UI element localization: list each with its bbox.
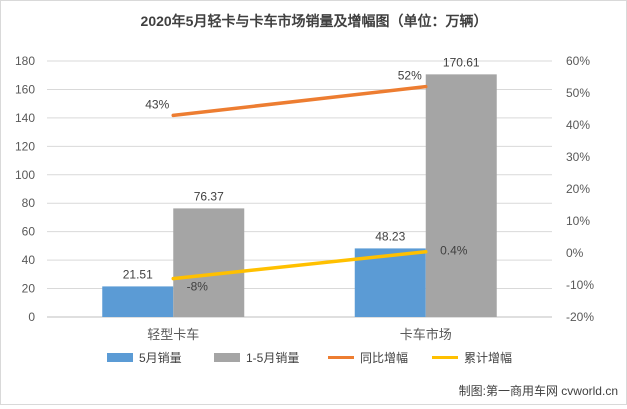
legend-label: 5月销量 [139,351,182,365]
line-data-label: -8% [187,280,209,294]
left-tick-label: 20 [22,282,36,296]
category-label: 卡车市场 [400,327,452,342]
right-tick-label: -10% [566,278,594,292]
left-tick-label: 120 [15,139,35,153]
left-tick-label: 80 [22,196,36,210]
bars [102,74,497,317]
legend: 5月销量 1-5月销量 同比增幅 累计增幅 [107,350,512,365]
series-line [171,249,428,281]
right-tick-label: 0% [566,246,584,260]
credit-text: 制图:第一商用车网 cvworld.cn [459,383,618,398]
bar-data-label: 48.23 [375,229,405,243]
legend-swatch [214,353,240,362]
bar-data-label: 21.51 [123,267,153,281]
right-tick-label: 10% [566,214,590,228]
line-point [424,85,428,89]
line-data-label: 52% [398,69,422,83]
bar-ytd [425,74,497,317]
bar-may [354,248,426,317]
lines [171,84,428,281]
right-tick-label: 30% [566,150,590,164]
line-point [171,113,175,117]
line-point [171,277,175,281]
right-tick-label: -20% [566,310,594,324]
right-tick-label: 20% [566,182,590,196]
left-tick-label: 60 [22,225,36,239]
left-tick-label: 180 [15,54,35,68]
legend-label: 1-5月销量 [246,351,299,365]
left-tick-label: 140 [15,111,35,125]
left-axis-ticks: 0 20 40 60 80 100 120 140 160 180 [15,54,35,324]
line-data-label: 43% [145,97,169,111]
bar-ytd [173,208,245,317]
legend-label: 同比增幅 [360,350,408,365]
left-tick-label: 160 [15,82,35,96]
category-label: 轻型卡车 [147,327,199,342]
left-tick-label: 40 [22,253,36,267]
right-axis-ticks: -20% -10% 0% 10% 20% 30% 40% 50% 60% [566,54,594,324]
legend-label: 累计增幅 [464,350,512,365]
left-tick-label: 100 [15,168,35,182]
bar-data-label: 170.61 [443,55,480,69]
data-labels: 21.51 48.23 76.37 170.61 43% 52% -8% 0.4% [123,55,480,293]
right-tick-label: 50% [566,86,590,100]
line-point [424,250,428,254]
right-tick-label: 40% [566,118,590,132]
category-labels: 轻型卡车 卡车市场 [147,327,452,342]
series-line [171,84,428,118]
chart-title: 2020年5月轻卡与卡车市场销量及增幅图（单位：万辆） [141,13,488,29]
left-tick-label: 0 [28,310,35,324]
legend-swatch [107,353,133,362]
line-data-label: 0.4% [440,244,468,258]
right-tick-label: 60% [566,54,590,68]
bar-may [102,286,174,317]
bar-data-label: 76.37 [194,189,224,203]
